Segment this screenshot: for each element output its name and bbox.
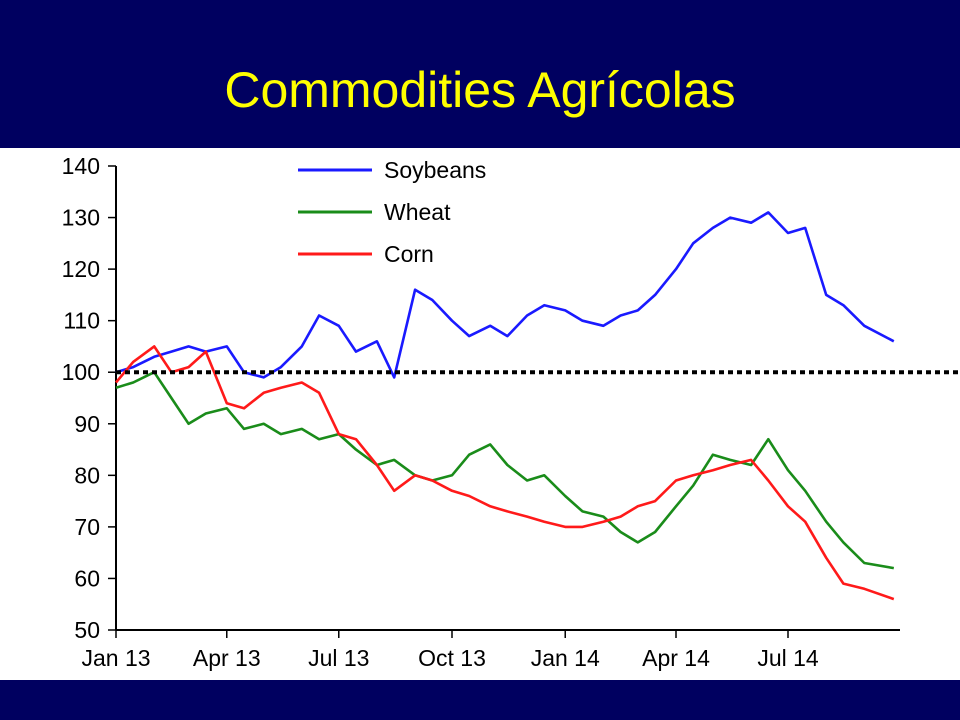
y-tick-label: 120: [62, 256, 100, 282]
legend-label-soybeans: Soybeans: [384, 157, 486, 183]
x-axis: Jan 13 Apr 13 Jul 13 Oct 13 Jan 14 Apr 14 Jul …: [81, 629, 900, 671]
y-tick-label: 130: [62, 205, 100, 231]
legend-label-corn: Corn: [384, 241, 434, 267]
x-tick-label: Jan 14: [531, 645, 600, 671]
y-tick-label: 100: [62, 359, 100, 385]
line-chart: 50 60 70 80 90 100 110 120 130 140 Jan 13 Apr 13 Ju…: [62, 153, 958, 671]
x-tick-label: Jan 13: [81, 645, 150, 671]
y-tick-label: 50: [74, 617, 100, 643]
title-band: [0, 0, 960, 148]
x-tick-label: Oct 13: [418, 645, 486, 671]
y-tick-label: 110: [63, 308, 100, 334]
x-tick-label: Jul 14: [757, 645, 819, 671]
series-line-soybeans: [115, 211, 895, 379]
y-tick-label: 80: [74, 462, 100, 488]
series-line-corn: [115, 345, 895, 601]
y-tick-label: 140: [62, 153, 100, 179]
x-tick-label: Jul 13: [308, 645, 369, 671]
y-axis: 50 60 70 80 90 100 110 120 130 140: [62, 153, 117, 643]
y-tick-label: 70: [74, 514, 100, 540]
legend: Soybeans Wheat Corn: [298, 157, 486, 267]
chart-panel: 50 60 70 80 90 100 110 120 130 140 Jan 13 Apr 13 Ju…: [0, 148, 960, 680]
y-tick-label: 90: [74, 411, 100, 437]
x-tick-label: Apr 14: [642, 645, 710, 671]
legend-label-wheat: Wheat: [384, 199, 451, 225]
slide-title: Commodities Agrícolas: [224, 62, 736, 118]
y-tick-label: 60: [74, 565, 100, 591]
series-layer: [115, 211, 895, 601]
series-line-wheat: [115, 370, 895, 570]
x-tick-label: Apr 13: [193, 645, 261, 671]
bottom-band: [0, 680, 960, 720]
